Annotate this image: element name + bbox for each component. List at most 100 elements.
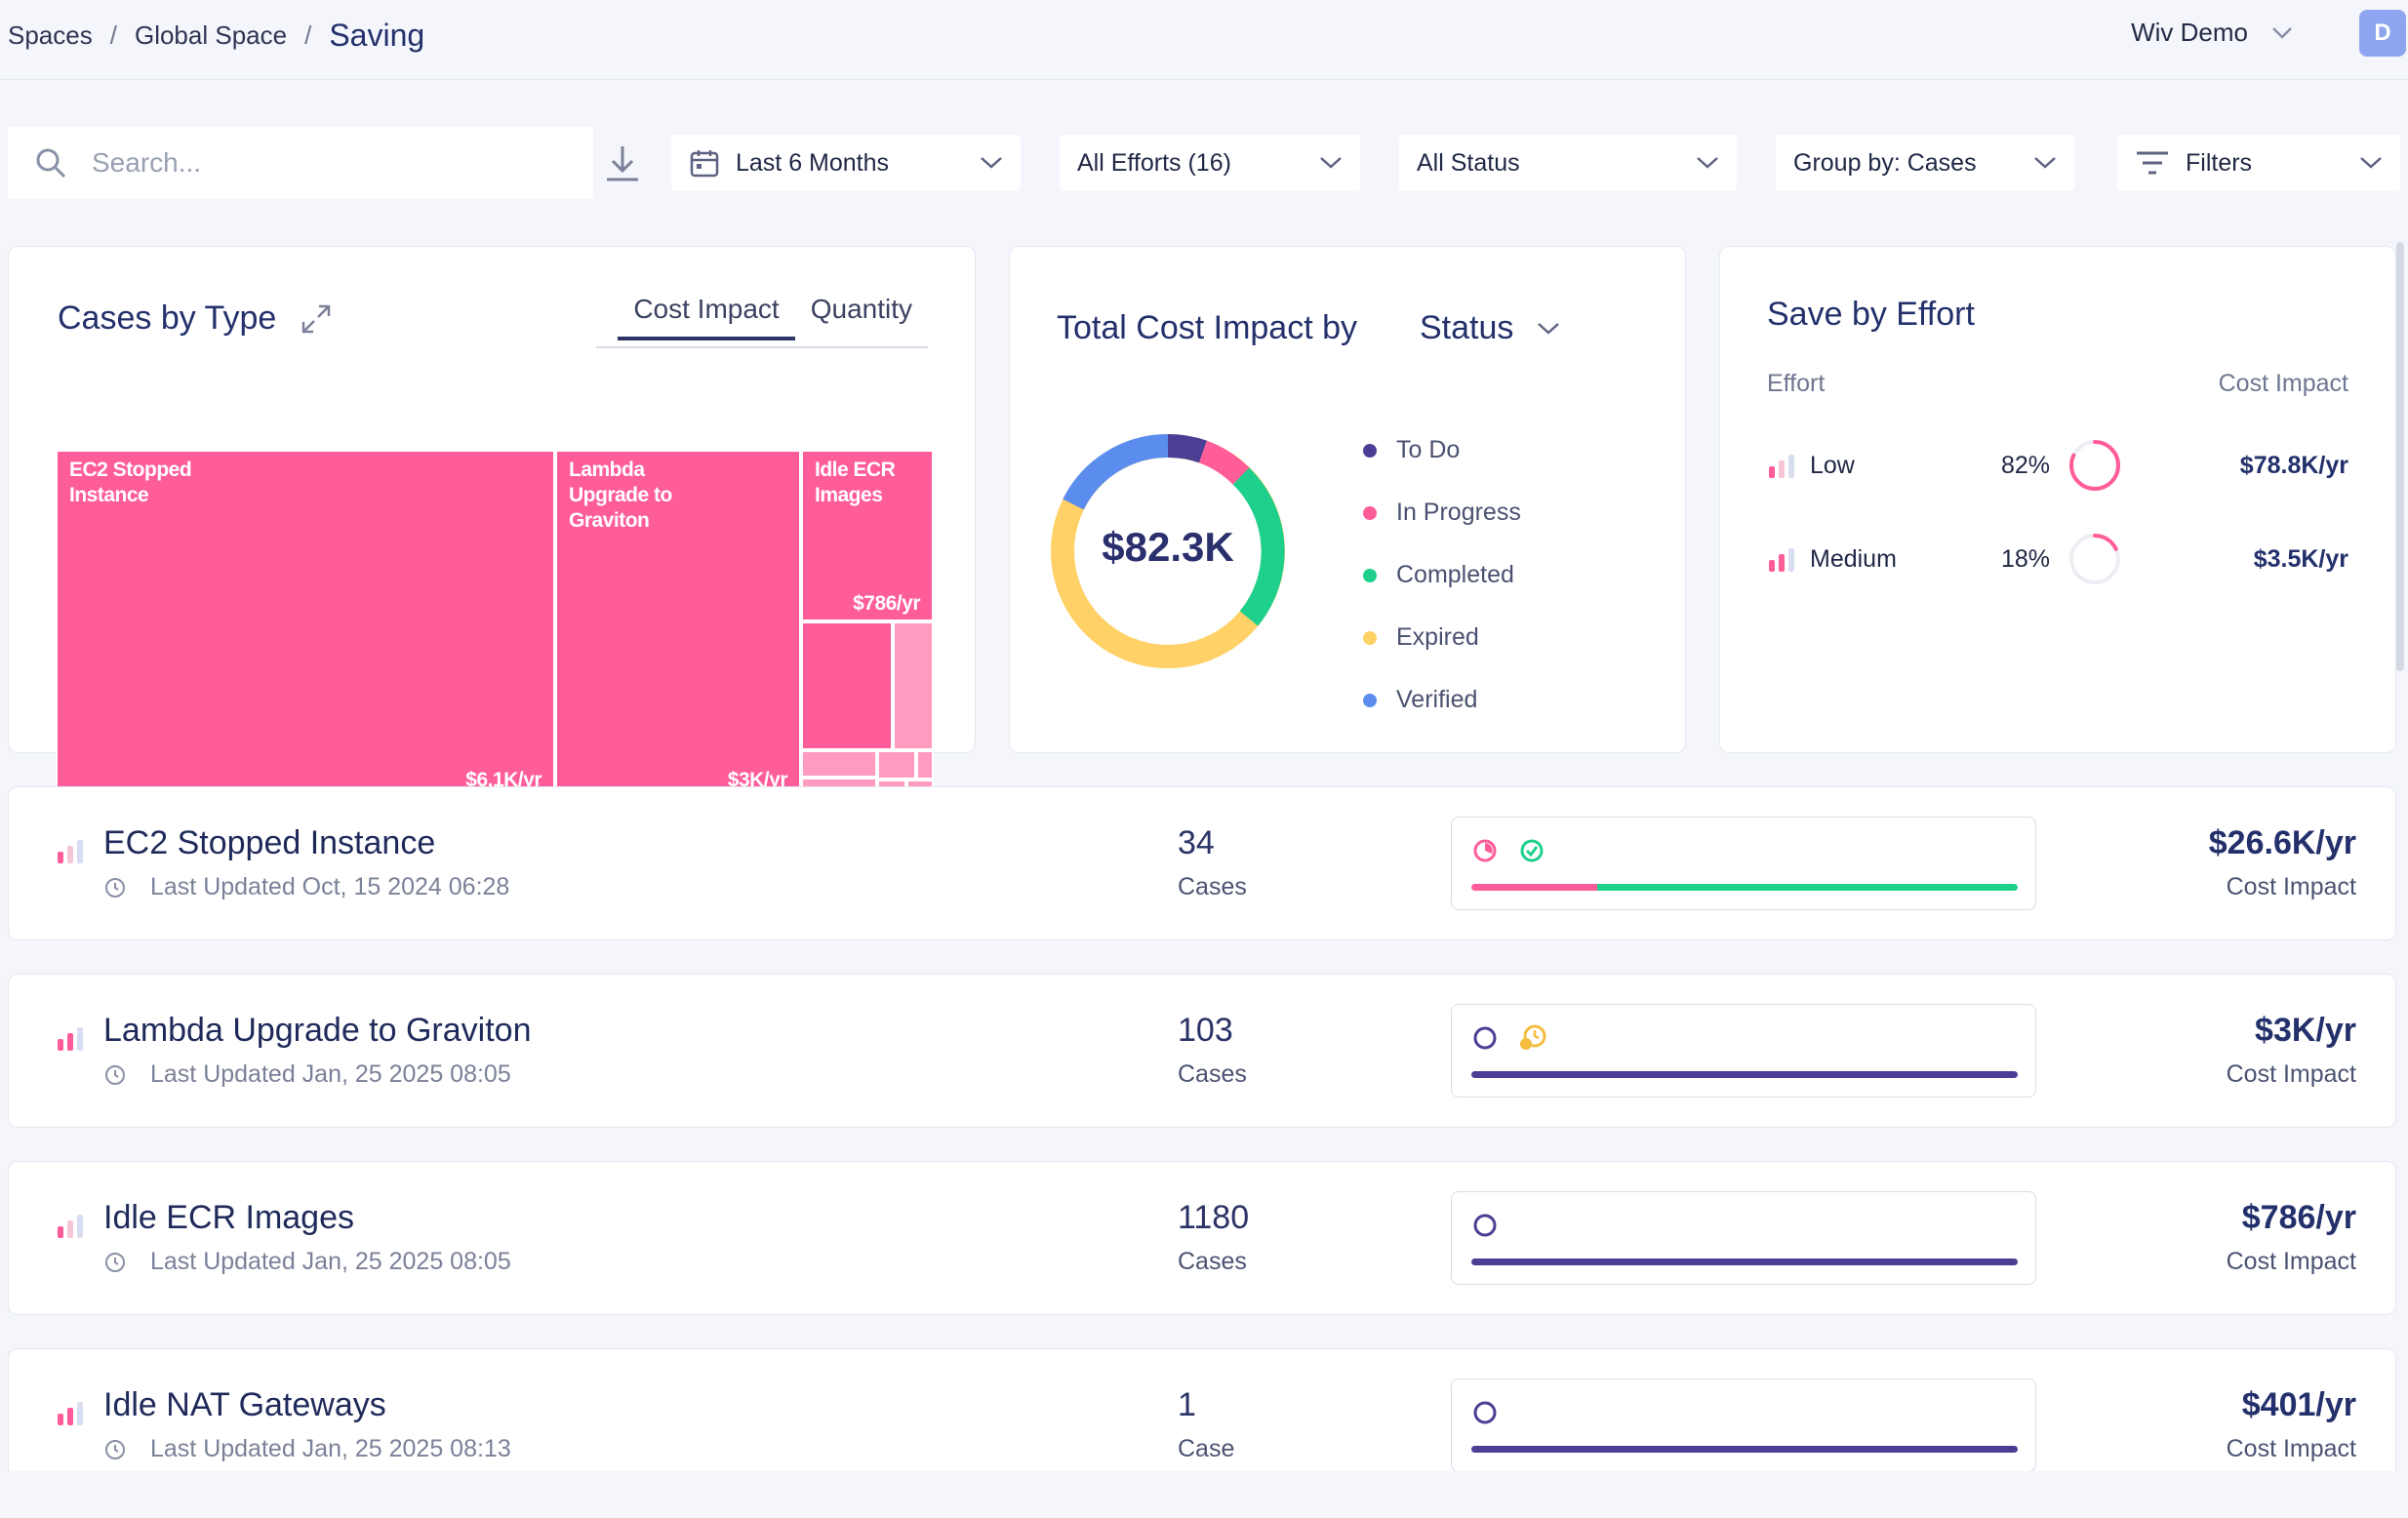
clock-icon [105, 1439, 125, 1459]
status-bar [1471, 884, 2018, 891]
efforts-label: All Efforts (16) [1077, 148, 1231, 177]
search-box [8, 127, 593, 199]
legend-to-do[interactable]: To Do [1363, 436, 1460, 464]
expand-icon[interactable] [300, 302, 333, 336]
scrollbar[interactable] [2396, 242, 2404, 671]
effort-low-icon [58, 840, 83, 863]
treemap-tile-small[interactable] [877, 750, 916, 779]
status-breakdown[interactable] [1451, 1191, 2036, 1285]
case-count-label: Cases [1178, 1248, 1247, 1275]
date-range-dropdown[interactable]: Last 6 Months [671, 135, 1021, 191]
chevron-down-icon [2034, 157, 2056, 169]
group-by-label: Group by: Cases [1793, 148, 1977, 177]
effort-low-icon [58, 1215, 83, 1238]
case-updated-text: Last Updated Jan, 25 2025 08:05 [150, 1248, 511, 1275]
legend-dot [1363, 630, 1377, 645]
tab-quantity[interactable]: Quantity [810, 294, 912, 324]
chevron-down-icon [2272, 26, 2292, 39]
case-cost-impact: $26.6K/yr [2208, 824, 2356, 861]
treemap-tile-ec2-stopped-instance[interactable]: EC2 Stopped Instance $6.1K/yr [56, 450, 555, 798]
group-by-dropdown[interactable]: Group by: Cases [1776, 135, 2074, 191]
effort-low-cost: $78.8K/yr [2239, 452, 2348, 479]
legend-in-progress[interactable]: In Progress [1363, 499, 1521, 527]
account-switcher[interactable]: Wiv Demo [2131, 18, 2293, 48]
case-cost-impact: $401/yr [2241, 1386, 2356, 1423]
status-dimension-label: Status [1420, 309, 1514, 346]
case-count: 34 [1178, 824, 1215, 861]
status-breakdown[interactable] [1451, 817, 2036, 910]
case-name[interactable]: Idle ECR Images [103, 1199, 354, 1236]
breadcrumb: Spaces / Global Space / Saving [8, 18, 424, 54]
effort-medium-icon [1769, 548, 1794, 572]
effort-medium-icon [58, 1402, 83, 1425]
breadcrumb-spaces[interactable]: Spaces [8, 20, 93, 50]
legend-label: Verified [1396, 686, 1478, 713]
treemap-tile-idle-ecr-images[interactable]: Idle ECR Images $786/yr [801, 450, 934, 621]
case-updated: Last Updated Jan, 25 2025 08:05 [103, 1248, 511, 1276]
treemap-tile-small[interactable] [916, 750, 934, 779]
treemap-tile-lambda-upgrade[interactable]: Lambda Upgrade to Graviton $3K/yr [555, 450, 801, 798]
legend-dot [1363, 505, 1377, 520]
case-row-idle-ecr-images[interactable]: Idle ECR Images Last Updated Jan, 25 202… [8, 1161, 2396, 1315]
legend-expired[interactable]: Expired [1363, 623, 1479, 652]
case-updated: Last Updated Jan, 25 2025 08:05 [103, 1060, 511, 1089]
case-row-lambda-upgrade[interactable]: Lambda Upgrade to Graviton Last Updated … [8, 974, 2396, 1128]
effort-row-low[interactable]: Low 82% [1767, 436, 2352, 495]
effort-row-medium[interactable]: Medium 18% [1767, 530, 2352, 588]
legend-label: Expired [1396, 623, 1479, 651]
to-do-icon [1473, 1401, 1497, 1424]
status-dropdown[interactable]: All Status [1399, 135, 1737, 191]
effort-label: Medium [1810, 544, 1897, 573]
case-row-ec2-stopped-instance[interactable]: EC2 Stopped Instance Last Updated Oct, 1… [8, 786, 2396, 940]
to-do-icon [1473, 1214, 1497, 1237]
account-name: Wiv Demo [2131, 18, 2248, 47]
legend-dot [1363, 568, 1377, 582]
tile-value: $786/yr [853, 592, 920, 615]
treemap-tile-small[interactable] [893, 621, 934, 750]
tile-label: Idle ECR Images [815, 459, 896, 506]
in-progress-icon [1473, 839, 1497, 862]
filter-bar: Last 6 Months All Efforts (16) All Statu… [8, 127, 2403, 199]
treemap-tile-small[interactable] [801, 621, 893, 750]
legend-dot [1363, 443, 1377, 458]
effort-percent: 82% [2001, 451, 2051, 479]
chevron-down-icon [1538, 322, 1560, 335]
breadcrumb-global-space[interactable]: Global Space [134, 20, 288, 50]
legend-completed[interactable]: Completed [1363, 561, 1514, 589]
download-icon[interactable] [601, 142, 644, 185]
filter-icon [2137, 151, 2168, 175]
case-name[interactable]: EC2 Stopped Instance [103, 824, 436, 861]
status-bar [1471, 1071, 2018, 1078]
tile-label: Lambda Upgrade to Graviton [569, 459, 672, 532]
effort-medium-icon [58, 1027, 83, 1051]
status-dimension-dropdown[interactable]: Status [1420, 309, 1560, 347]
effort-low-icon [1769, 455, 1794, 478]
filters-dropdown[interactable]: Filters [2117, 135, 2400, 191]
case-row-idle-nat-gateways[interactable]: Idle NAT Gateways Last Updated Jan, 25 2… [8, 1348, 2396, 1472]
efforts-dropdown[interactable]: All Efforts (16) [1060, 135, 1360, 191]
cases-treemap: EC2 Stopped Instance $6.1K/yr Lambda Upg… [56, 450, 934, 798]
status-breakdown[interactable] [1451, 1378, 2036, 1472]
treemap-tile-small[interactable] [801, 750, 877, 778]
total-cost-title: Total Cost Impact by [1057, 309, 1358, 346]
case-cost-impact: $786/yr [2241, 1199, 2356, 1236]
avatar[interactable]: D [2359, 10, 2406, 57]
search-icon [36, 148, 66, 179]
case-name[interactable]: Lambda Upgrade to Graviton [103, 1012, 532, 1049]
search-input[interactable] [92, 147, 560, 179]
legend-label: To Do [1396, 436, 1461, 463]
legend-label: Completed [1396, 561, 1514, 588]
breadcrumb-separator: / [109, 20, 117, 50]
effort-medium-progress-ring [2069, 534, 2120, 584]
total-cost-impact-card: Total Cost Impact by Status $82.3K To Do… [1009, 246, 1686, 753]
case-name[interactable]: Idle NAT Gateways [103, 1386, 386, 1423]
status-label: All Status [1417, 148, 1520, 177]
status-bar [1471, 1446, 2018, 1453]
tab-cost-impact[interactable]: Cost Impact [618, 294, 795, 340]
case-count-label: Case [1178, 1435, 1235, 1462]
legend-verified[interactable]: Verified [1363, 686, 1477, 714]
status-breakdown[interactable] [1451, 1004, 2036, 1098]
clock-icon [105, 877, 125, 898]
case-cost-impact-label: Cost Impact [2226, 1435, 2356, 1462]
status-donut-chart[interactable] [1049, 432, 1287, 670]
